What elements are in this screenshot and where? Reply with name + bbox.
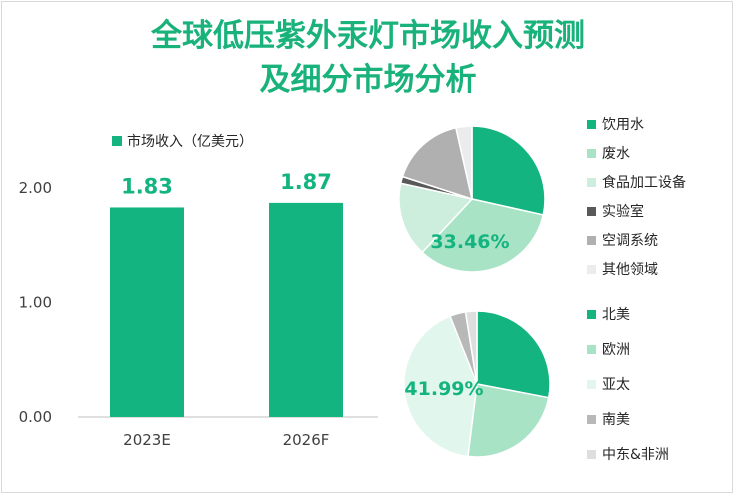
pie1-legend-label-1: 废水 xyxy=(602,146,630,162)
pie2-slice-2 xyxy=(403,315,478,458)
bar-value-label-0: 1.83 xyxy=(121,174,173,198)
legend-swatch-revenue xyxy=(112,136,122,146)
pie2-slice-1 xyxy=(467,383,550,458)
pie2-legend-label-1: 欧洲 xyxy=(602,342,630,358)
y-tick-label-1: 1.00 xyxy=(19,294,52,312)
pie1-legend-label-2: 食品加工设备 xyxy=(602,174,686,191)
x-tick-label-2026F: 2026F xyxy=(283,431,330,449)
chart-title: 全球低压紫外汞灯市场收入预测 及细分市场分析 xyxy=(0,14,736,102)
title-line-1: 全球低压紫外汞灯市场收入预测 xyxy=(151,18,585,54)
pie1-slice-0 xyxy=(471,125,546,216)
pie1-slice-1 xyxy=(421,198,545,273)
pie1-legend-label-5: 其他领域 xyxy=(602,262,658,278)
pie1-legend-swatch-0 xyxy=(587,120,596,129)
x-tick-label-2023E: 2023E xyxy=(123,431,171,449)
pie1-slice-2 xyxy=(398,182,474,254)
pie1-legend-label-3: 实验室 xyxy=(602,203,644,220)
pie1-legend-swatch-5 xyxy=(587,265,596,274)
pie1-legend-swatch-1 xyxy=(587,149,596,158)
pie1-legend-label-0: 饮用水 xyxy=(602,117,644,133)
pie1-legend-swatch-4 xyxy=(587,236,596,245)
bar-2026F xyxy=(269,202,343,417)
pie2-legend-label-3: 南美 xyxy=(602,412,630,428)
pie1-legend-swatch-2 xyxy=(587,178,596,187)
pie2-slice-0 xyxy=(476,310,551,399)
title-line-2: 及细分市场分析 xyxy=(259,62,477,98)
pie1-data-label: 33.46% xyxy=(430,231,509,253)
legend-label-revenue: 市场收入（亿美元） xyxy=(127,133,253,150)
pie2-data-label: 41.99% xyxy=(404,378,483,400)
y-tick-label-2: 2.00 xyxy=(19,179,52,197)
bar-value-label-1: 1.87 xyxy=(280,170,332,194)
pie1-legend-label-4: 空调系统 xyxy=(602,233,658,249)
pie2-legend-swatch-1 xyxy=(587,345,596,354)
pie1-legend-swatch-3 xyxy=(587,207,596,216)
pie1-slice-4 xyxy=(401,126,474,201)
pie2-legend-label-4: 中东&非洲 xyxy=(602,447,669,463)
pie2-slice-4 xyxy=(464,310,478,385)
bar-2023E xyxy=(110,207,184,417)
pie2-legend-swatch-3 xyxy=(587,415,596,424)
pie2-legend-label-2: 亚太 xyxy=(602,377,630,393)
pie2-legend-label-0: 北美 xyxy=(602,307,630,323)
pie2-legend-swatch-4 xyxy=(587,450,596,459)
pie2-legend-swatch-2 xyxy=(587,380,596,389)
pie1-slice-5 xyxy=(455,125,473,200)
y-tick-label-0: 0.00 xyxy=(19,408,52,426)
pie2-legend-swatch-0 xyxy=(587,310,596,319)
